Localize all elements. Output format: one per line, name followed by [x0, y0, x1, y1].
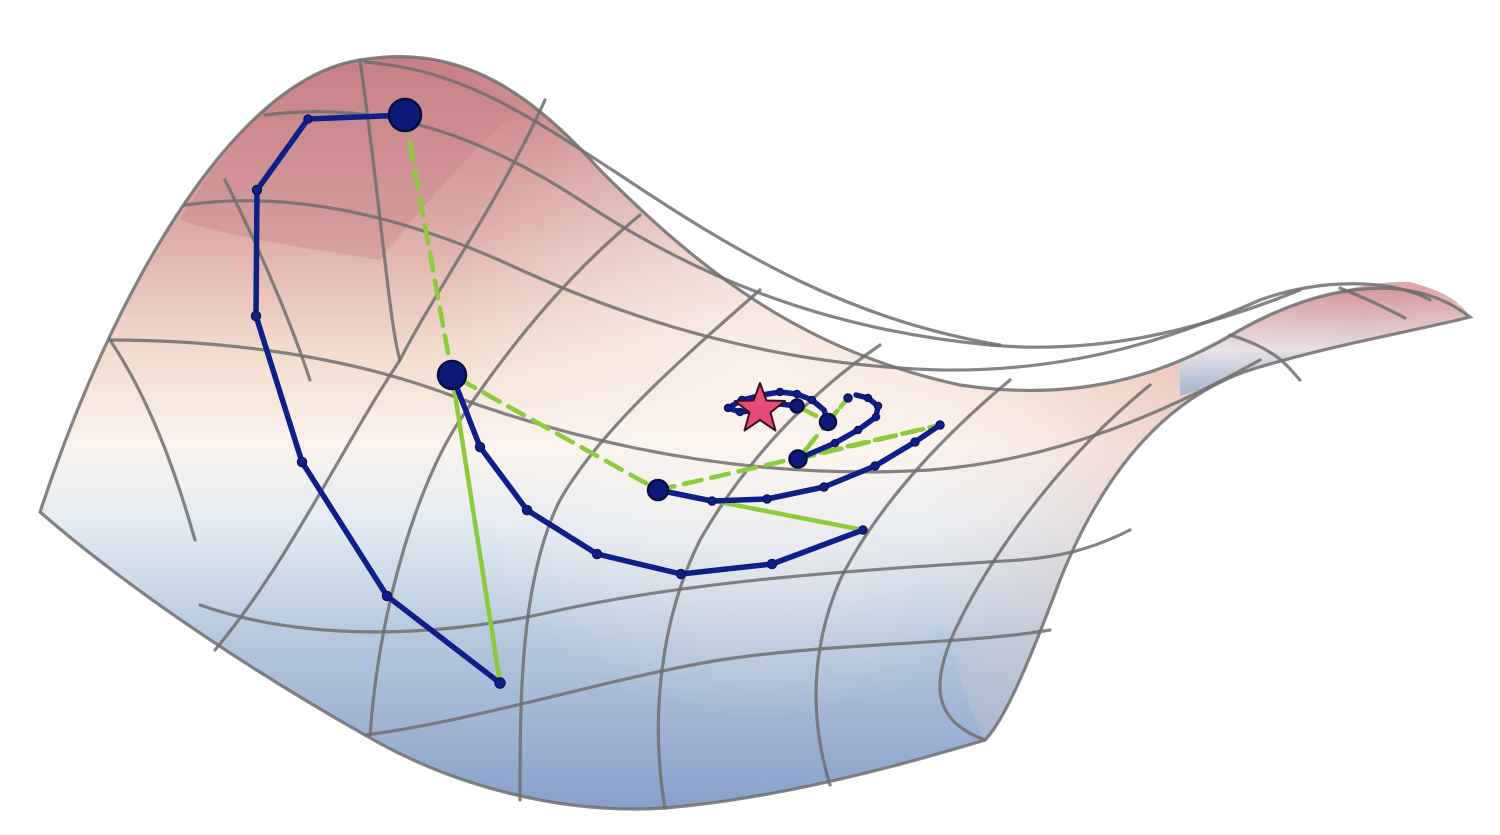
blue-point	[830, 438, 840, 448]
blue-point	[521, 504, 533, 516]
grid-outline	[38, 55, 1474, 811]
grid-line-cross-8	[1228, 333, 1302, 382]
blue-point	[853, 425, 863, 435]
blue-point	[494, 677, 506, 689]
blue-point	[762, 494, 772, 504]
blue-point	[723, 403, 733, 413]
blue-point	[819, 482, 829, 492]
blue-point	[296, 456, 308, 468]
surface-center-highlight	[40, 56, 1470, 810]
blue-point	[775, 387, 785, 397]
surface-right-tip	[1180, 281, 1470, 396]
key-point	[789, 398, 805, 414]
blue-point	[735, 407, 745, 417]
surface	[40, 56, 1470, 810]
blue-point	[303, 114, 313, 124]
grid-line-cross-1	[358, 58, 402, 362]
green-point	[843, 393, 853, 403]
blue-point	[870, 461, 880, 471]
blue-trajectory-key-points	[387, 97, 838, 502]
star-icon	[734, 382, 786, 432]
blue-point	[863, 393, 873, 403]
blue-point	[910, 437, 920, 447]
blue-trajectory-points	[250, 114, 920, 689]
grid-line-long-2	[183, 199, 1432, 372]
key-point	[818, 412, 838, 432]
surface-right-shade	[930, 288, 1470, 740]
grid-line-cross-11	[108, 338, 197, 542]
grid-line-cross-2	[213, 98, 547, 652]
grid-line-cross-10	[223, 178, 312, 382]
blue-point	[251, 184, 263, 196]
grid-line-long-5	[198, 528, 1132, 634]
grid-line-cross-4	[518, 288, 762, 802]
grid-line-long-1	[108, 338, 1262, 474]
blue-point	[807, 395, 817, 405]
blue-point	[591, 548, 603, 560]
blue-point	[766, 558, 778, 570]
key-point	[788, 449, 808, 469]
start-point	[387, 97, 423, 133]
grid-line-cross-9	[1338, 286, 1407, 320]
key-point	[436, 359, 468, 391]
grid-line-cross-7	[938, 383, 1152, 742]
blue-point	[873, 401, 883, 411]
blue-point	[871, 412, 881, 422]
grid-line-cross-6	[814, 378, 1012, 787]
grid-line-long-6	[363, 628, 1052, 737]
blue-point	[792, 389, 802, 399]
blue-point	[707, 496, 717, 506]
grid-line-long-4	[363, 60, 1002, 347]
blue-point	[474, 441, 486, 453]
surface-left-top-shade	[180, 58, 520, 261]
blue-point	[675, 568, 687, 580]
blue-point	[381, 590, 393, 602]
blue-point	[250, 310, 262, 322]
key-point	[646, 478, 670, 502]
grid-line-long-3	[263, 109, 1302, 349]
